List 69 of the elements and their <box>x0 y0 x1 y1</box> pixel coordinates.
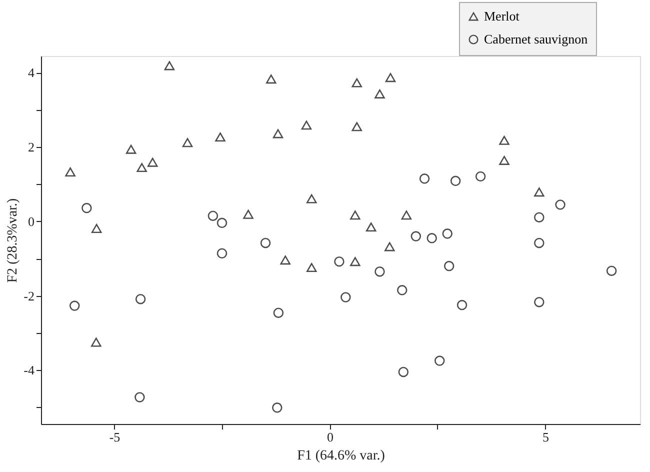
point <box>352 122 362 132</box>
point <box>456 300 468 310</box>
point <box>136 162 147 172</box>
point <box>243 210 254 219</box>
point <box>272 129 284 138</box>
point <box>499 156 510 165</box>
point <box>273 308 284 318</box>
point <box>385 73 396 82</box>
y-tick-label: 4 <box>28 65 35 80</box>
x-axis-title: F1 (64.6% var.) <box>297 448 386 464</box>
point <box>419 174 430 184</box>
legend-label: Cabernet sauvignon <box>484 32 588 46</box>
point <box>266 74 276 84</box>
point <box>182 138 193 148</box>
point <box>499 136 510 145</box>
x-tick-label: -5 <box>109 430 120 444</box>
x-tick-label: 5 <box>542 430 549 444</box>
point <box>555 200 566 210</box>
point <box>82 202 92 214</box>
y-axis-title: F2 (28.3%var.) <box>6 198 21 283</box>
point <box>272 402 282 413</box>
legend-label: Merlot <box>484 8 520 24</box>
point <box>534 188 544 197</box>
y-tick-label: -4 <box>24 362 35 378</box>
point <box>334 256 344 267</box>
point <box>164 61 175 70</box>
point <box>65 167 76 176</box>
point <box>475 171 486 182</box>
point <box>534 238 544 248</box>
point <box>401 210 412 220</box>
point <box>384 242 395 252</box>
y-tick-label: -2 <box>24 288 34 304</box>
point <box>350 257 360 266</box>
point <box>134 392 145 402</box>
point <box>208 210 218 221</box>
point <box>366 222 376 232</box>
point <box>260 238 271 248</box>
point <box>126 144 136 154</box>
point <box>410 231 422 242</box>
point <box>374 89 385 98</box>
point <box>306 194 317 204</box>
point <box>91 224 102 233</box>
point <box>147 158 158 167</box>
point <box>91 338 102 347</box>
point <box>135 294 146 304</box>
point <box>534 296 544 308</box>
point <box>444 260 454 272</box>
point <box>306 262 317 272</box>
point <box>397 285 408 296</box>
y-tick-label: 2 <box>28 140 34 155</box>
point <box>450 176 461 186</box>
point <box>426 233 437 244</box>
point <box>442 228 452 239</box>
point <box>534 212 544 222</box>
point <box>398 366 409 378</box>
point <box>352 78 362 88</box>
point <box>434 356 445 366</box>
point <box>606 266 617 276</box>
point <box>340 292 351 302</box>
point <box>216 248 228 258</box>
point <box>216 218 228 228</box>
point <box>69 300 80 311</box>
y-tick-label: 0 <box>28 214 34 229</box>
point <box>301 120 312 130</box>
point <box>280 256 290 265</box>
point <box>215 132 226 142</box>
x-tick-label: 0 <box>326 430 334 444</box>
point <box>350 210 360 220</box>
point <box>374 266 385 277</box>
